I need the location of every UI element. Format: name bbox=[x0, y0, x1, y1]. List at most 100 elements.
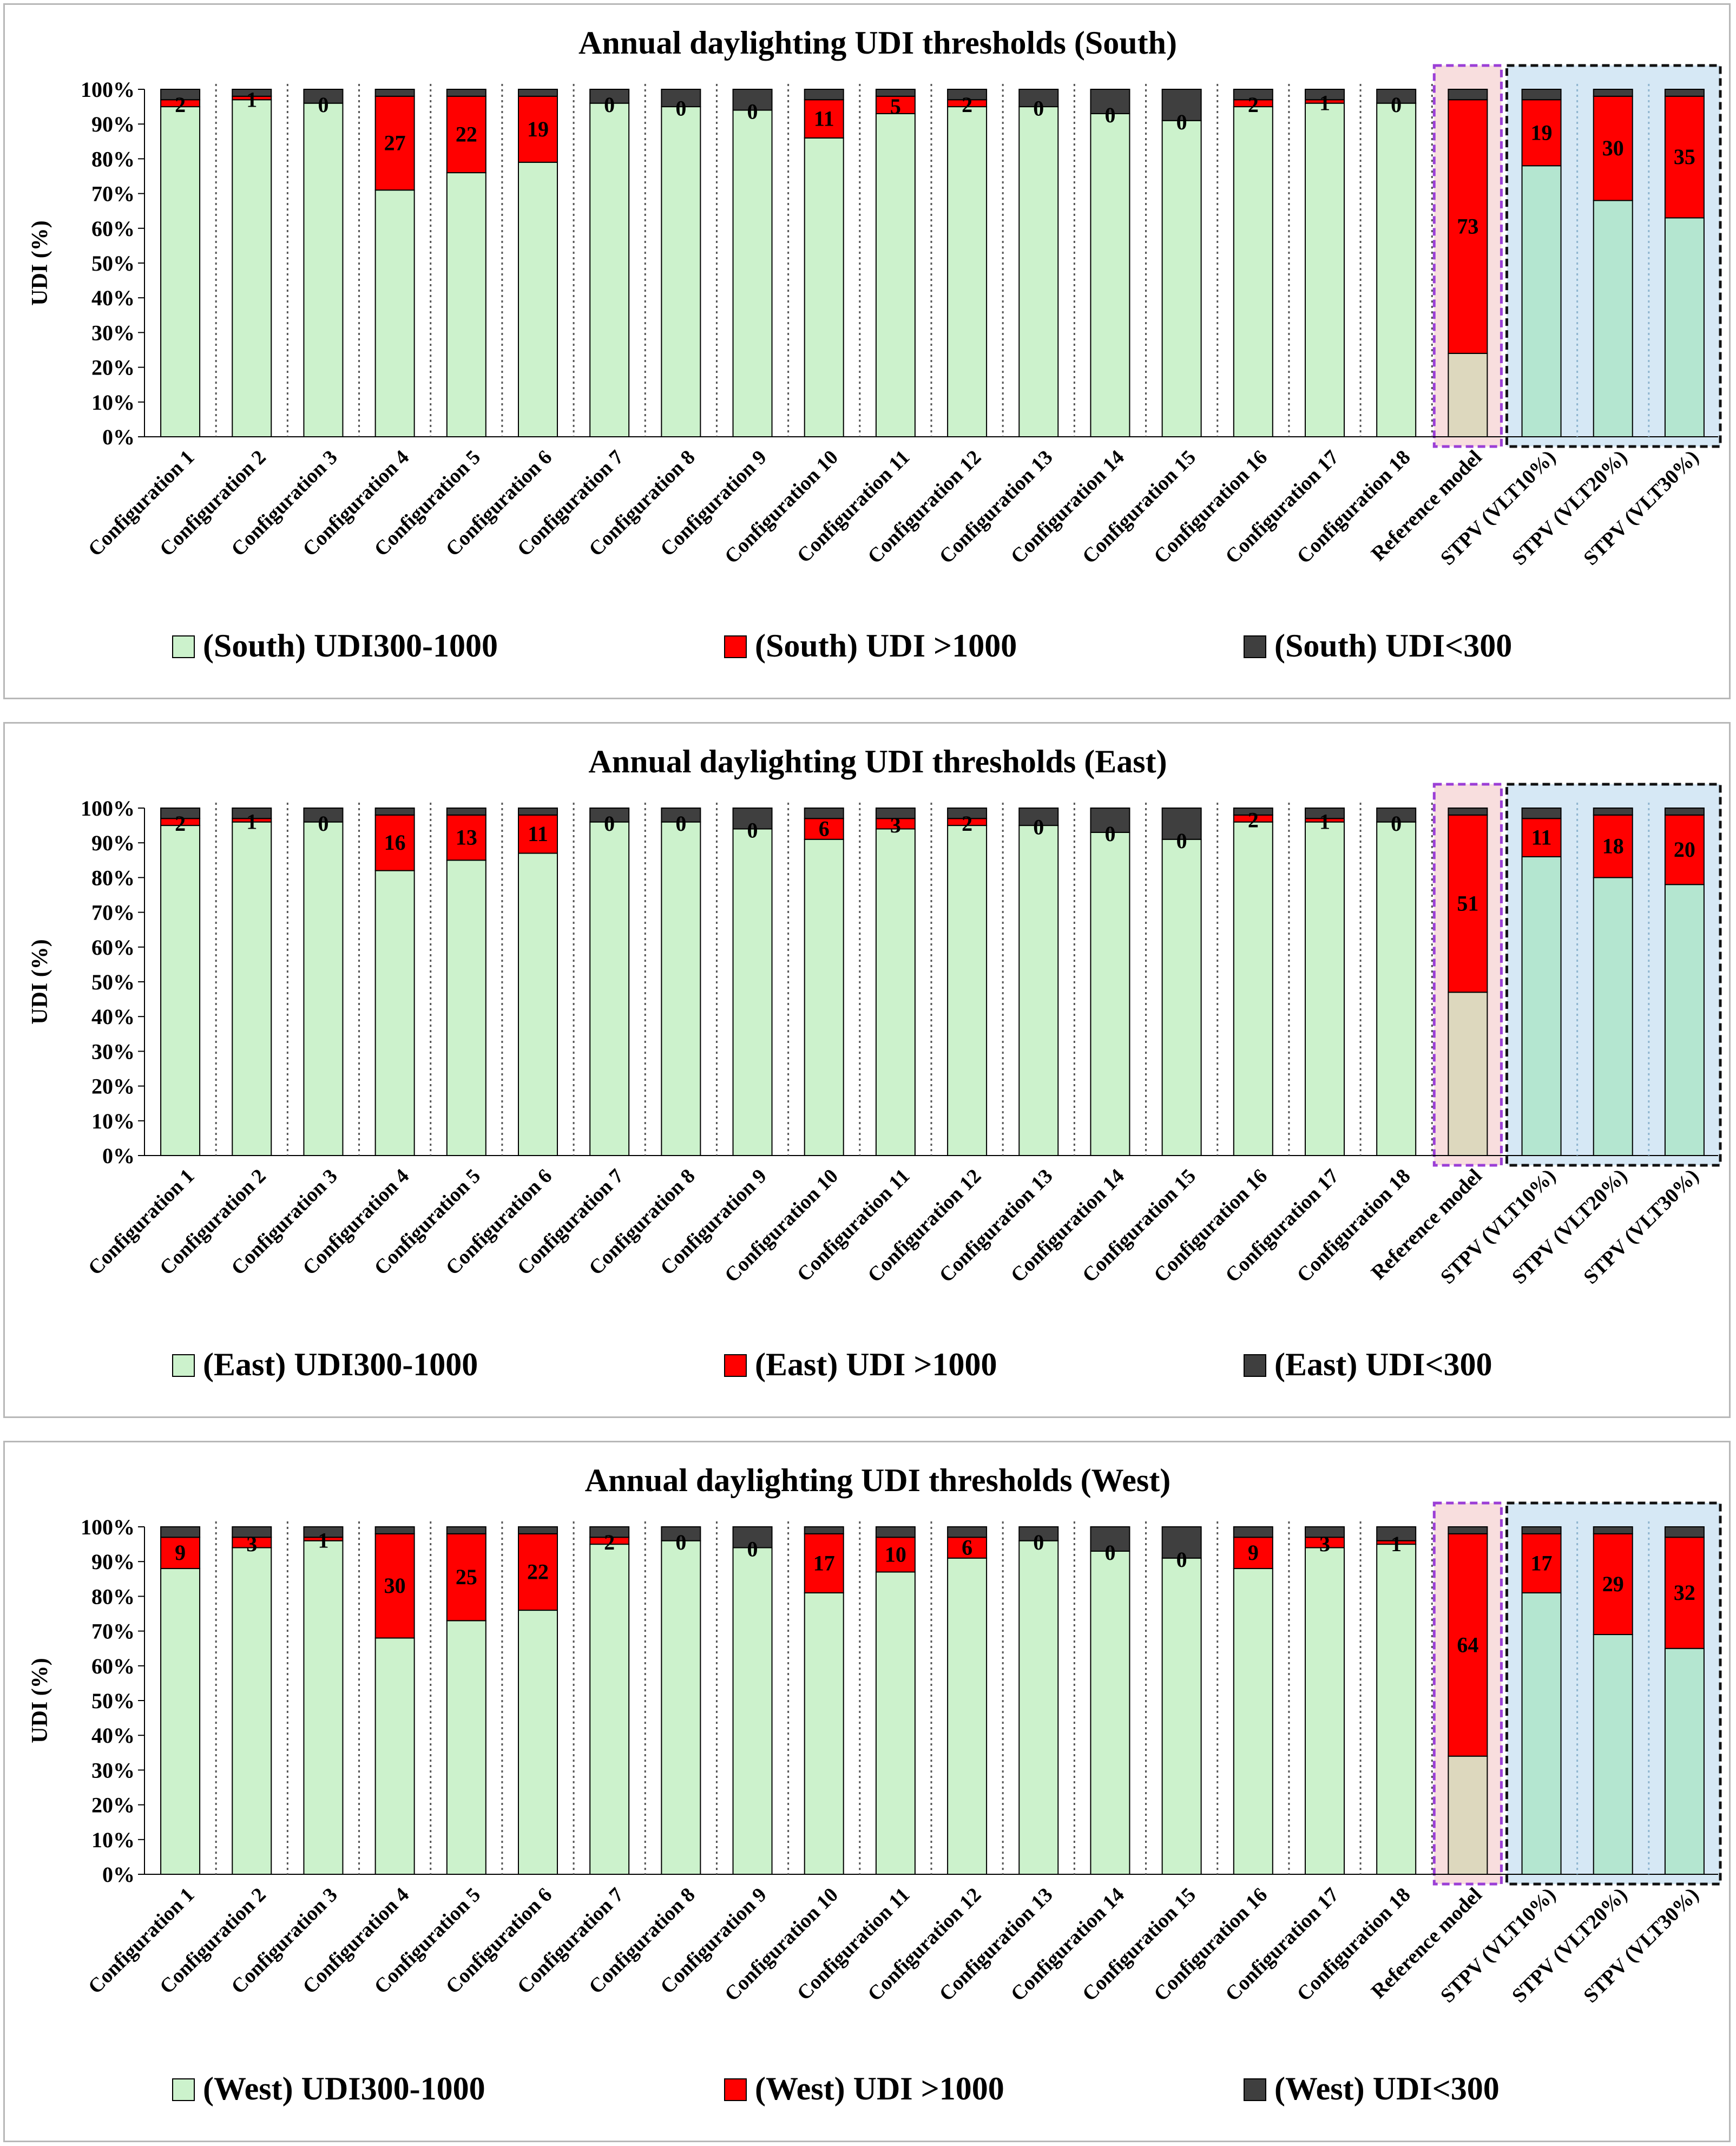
data-label: 0 bbox=[1033, 815, 1044, 839]
bar-udi300-1000 bbox=[1233, 106, 1273, 438]
bar-udi-under-300 bbox=[1376, 808, 1417, 823]
bar-udi-under-300 bbox=[1305, 89, 1345, 101]
bar-udi-under-300 bbox=[160, 1526, 201, 1538]
bar-udi-under-300 bbox=[875, 1526, 916, 1538]
y-tick-label: 10% bbox=[91, 1109, 135, 1133]
bar-udi-under-300 bbox=[661, 808, 701, 823]
data-label: 0 bbox=[318, 811, 328, 836]
bar-udi-under-300 bbox=[732, 808, 773, 830]
bar-udi-over-1000 bbox=[160, 1537, 201, 1570]
data-label: 1 bbox=[246, 87, 257, 111]
bar-udi300-1000 bbox=[1448, 1755, 1488, 1875]
data-label: 73 bbox=[1457, 214, 1478, 239]
bar-udi300-1000 bbox=[374, 870, 415, 1156]
data-label: 3 bbox=[890, 813, 901, 837]
bar-udi300-1000 bbox=[804, 1592, 844, 1875]
bar-udi-under-300 bbox=[1448, 1526, 1488, 1534]
bar-udi300-1000 bbox=[1664, 884, 1705, 1156]
y-tick-label: 80% bbox=[91, 1584, 135, 1609]
bar-udi300-1000 bbox=[518, 161, 558, 437]
bar-udi300-1000 bbox=[232, 1547, 272, 1875]
bar-udi300-1000 bbox=[1090, 831, 1130, 1156]
bar-udi300-1000 bbox=[661, 106, 701, 438]
data-label: 0 bbox=[1176, 110, 1187, 134]
y-axis-label: UDI (%) bbox=[28, 939, 52, 1024]
bar-udi-under-300 bbox=[947, 808, 988, 819]
y-tick-label: 40% bbox=[91, 1005, 135, 1029]
bar-udi-over-1000 bbox=[1521, 99, 1562, 167]
data-label: 22 bbox=[456, 122, 477, 146]
y-axis-label: UDI (%) bbox=[28, 1658, 52, 1743]
bar-udi300-1000 bbox=[804, 838, 844, 1156]
bar-udi-under-300 bbox=[947, 1526, 988, 1538]
bar-udi-under-300 bbox=[518, 808, 558, 816]
bar-udi-under-300 bbox=[232, 808, 272, 819]
data-label: 0 bbox=[604, 811, 615, 836]
y-tick-label: 20% bbox=[91, 356, 135, 380]
data-label: 3 bbox=[246, 1532, 257, 1556]
bar-udi-under-300 bbox=[875, 808, 916, 819]
bar-udi300-1000 bbox=[947, 825, 988, 1157]
bar-udi-under-300 bbox=[303, 1526, 344, 1538]
bar-udi-under-300 bbox=[1593, 808, 1633, 816]
y-tick-label: 100% bbox=[81, 1515, 135, 1539]
data-label: 35 bbox=[1674, 145, 1695, 169]
legend-label: (East) UDI300-1000 bbox=[203, 1347, 478, 1382]
legend-swatch-udi-under-300 bbox=[1244, 635, 1266, 658]
data-label: 25 bbox=[456, 1565, 477, 1589]
bar-udi300-1000 bbox=[875, 113, 916, 437]
bar-udi300-1000 bbox=[1593, 200, 1633, 437]
bar-udi300-1000 bbox=[804, 137, 844, 437]
bar-udi300-1000 bbox=[1090, 1550, 1130, 1875]
bar-udi300-1000 bbox=[589, 102, 630, 437]
data-label: 11 bbox=[1531, 825, 1552, 850]
chart-title: Annual daylighting UDI thresholds (West) bbox=[585, 1462, 1171, 1498]
bar-udi-under-300 bbox=[1018, 1526, 1059, 1541]
y-tick-label: 30% bbox=[91, 320, 135, 345]
bar-udi-under-300 bbox=[661, 89, 701, 108]
y-tick-label: 70% bbox=[91, 1619, 135, 1644]
legend-label: (West) UDI300-1000 bbox=[203, 2071, 485, 2106]
bar-udi300-1000 bbox=[232, 99, 272, 437]
bar-udi-under-300 bbox=[1161, 89, 1202, 121]
data-label: 0 bbox=[1391, 811, 1402, 836]
bar-udi-under-300 bbox=[1161, 808, 1202, 840]
y-tick-label: 60% bbox=[91, 935, 135, 960]
bar-udi300-1000 bbox=[1161, 1557, 1202, 1875]
bar-udi300-1000 bbox=[1090, 113, 1130, 437]
bar-udi300-1000 bbox=[303, 1540, 344, 1875]
bar-udi300-1000 bbox=[1161, 838, 1202, 1156]
bar-udi-under-300 bbox=[232, 89, 272, 97]
bar-udi-under-300 bbox=[303, 89, 344, 104]
data-label: 0 bbox=[1176, 829, 1187, 853]
data-label: 10 bbox=[885, 1542, 906, 1566]
bar-udi300-1000 bbox=[446, 1620, 486, 1875]
bar-udi-over-1000 bbox=[1448, 814, 1488, 993]
bar-udi300-1000 bbox=[446, 859, 486, 1157]
data-label: 32 bbox=[1674, 1580, 1695, 1605]
data-label: 5 bbox=[890, 94, 901, 119]
data-label: 1 bbox=[318, 1528, 328, 1553]
bar-udi300-1000 bbox=[1233, 821, 1273, 1156]
bar-udi-over-1000 bbox=[1664, 95, 1705, 219]
data-label: 2 bbox=[175, 811, 186, 836]
bar-udi300-1000 bbox=[160, 1568, 201, 1875]
data-label: 0 bbox=[1104, 1540, 1115, 1565]
bar-udi-under-300 bbox=[1448, 808, 1488, 816]
data-label: 1 bbox=[1391, 1532, 1402, 1556]
bar-udi300-1000 bbox=[589, 821, 630, 1156]
data-label: 30 bbox=[1602, 136, 1624, 160]
udi-chart-south: Annual daylighting UDI thresholds (South… bbox=[28, 25, 1722, 664]
legend-swatch-udi300-1000 bbox=[172, 635, 195, 658]
bar-udi-under-300 bbox=[446, 1526, 486, 1534]
y-tick-label: 100% bbox=[81, 77, 135, 102]
data-label: 51 bbox=[1457, 891, 1478, 916]
bar-udi-over-1000 bbox=[804, 1533, 844, 1593]
data-label: 2 bbox=[604, 1530, 615, 1554]
data-label: 0 bbox=[1033, 1530, 1044, 1554]
bar-udi300-1000 bbox=[446, 172, 486, 437]
data-label: 0 bbox=[1391, 93, 1402, 117]
data-label: 17 bbox=[813, 1551, 835, 1575]
bar-udi300-1000 bbox=[947, 1557, 988, 1875]
data-label: 0 bbox=[675, 811, 686, 836]
